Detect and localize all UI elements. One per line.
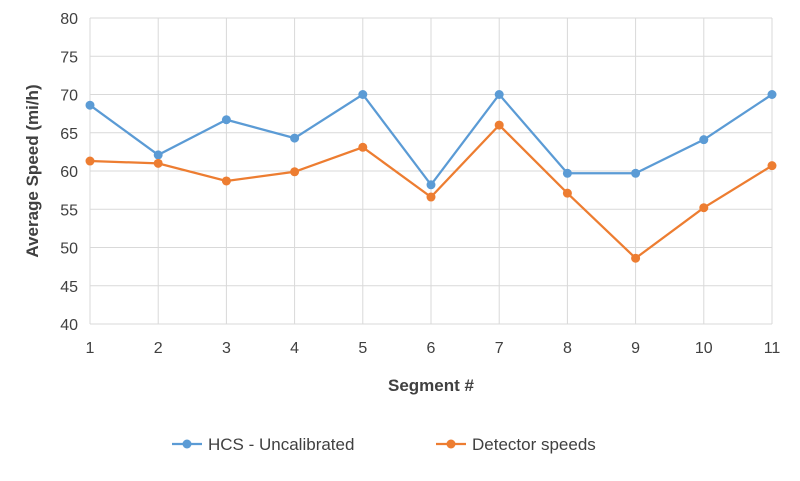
data-point bbox=[153, 150, 163, 160]
x-tick-label: 9 bbox=[631, 340, 640, 357]
legend-label: HCS - Uncalibrated bbox=[208, 435, 354, 454]
legend-item: HCS - Uncalibrated bbox=[172, 435, 354, 454]
data-point bbox=[290, 167, 300, 177]
data-point bbox=[221, 115, 231, 125]
data-point bbox=[494, 90, 504, 99]
x-tick-label: 10 bbox=[695, 340, 713, 357]
y-tick-label: 40 bbox=[60, 317, 78, 334]
data-point bbox=[426, 192, 436, 202]
data-point bbox=[85, 156, 95, 166]
data-point bbox=[153, 158, 163, 168]
x-tick-label: 2 bbox=[154, 340, 163, 357]
legend: HCS - Uncalibrated Detector speeds bbox=[172, 435, 596, 454]
series-1 bbox=[85, 90, 777, 190]
y-tick-label: 65 bbox=[60, 126, 78, 143]
data-point bbox=[631, 253, 641, 263]
data-point bbox=[358, 90, 368, 99]
legend-item: Detector speeds bbox=[436, 435, 596, 454]
y-axis-label: Average Speed (mi/h) bbox=[23, 84, 42, 257]
data-point bbox=[767, 90, 777, 99]
y-tick-label: 75 bbox=[60, 49, 78, 66]
y-tick-label: 55 bbox=[60, 202, 78, 219]
series-2 bbox=[85, 120, 777, 263]
x-tick-label: 5 bbox=[358, 340, 367, 357]
x-tick-label: 1 bbox=[86, 340, 95, 357]
data-point bbox=[562, 188, 572, 198]
series-group bbox=[85, 90, 777, 263]
y-tick-label: 60 bbox=[60, 164, 78, 181]
data-point bbox=[85, 100, 95, 110]
data-point bbox=[358, 142, 368, 152]
y-tick-label: 70 bbox=[60, 88, 78, 105]
data-point bbox=[221, 176, 231, 186]
data-point bbox=[494, 120, 504, 130]
x-tick-label: 3 bbox=[222, 340, 231, 357]
legend-marker bbox=[182, 439, 192, 449]
x-tick-label: 7 bbox=[495, 340, 504, 357]
x-tick-label: 4 bbox=[290, 340, 299, 357]
legend-marker bbox=[446, 439, 456, 449]
y-tick-label: 50 bbox=[60, 241, 78, 258]
data-point bbox=[290, 133, 300, 143]
x-axis-label: Segment # bbox=[388, 376, 475, 395]
data-point bbox=[562, 168, 572, 178]
data-point bbox=[426, 180, 436, 190]
x-tick-labels: 1 2 3 4 5 6 7 8 9 10 11 bbox=[86, 340, 781, 357]
data-point bbox=[767, 161, 777, 171]
legend-label: Detector speeds bbox=[472, 435, 596, 454]
y-tick-labels: 40 45 50 55 60 65 70 75 80 bbox=[60, 11, 78, 334]
data-point bbox=[631, 168, 641, 178]
x-tick-label: 8 bbox=[563, 340, 572, 357]
y-tick-label: 45 bbox=[60, 279, 78, 296]
data-point bbox=[699, 135, 709, 145]
data-point bbox=[699, 203, 709, 213]
x-tick-label: 6 bbox=[427, 340, 436, 357]
x-tick-label: 11 bbox=[764, 340, 781, 357]
y-tick-label: 80 bbox=[60, 11, 78, 28]
